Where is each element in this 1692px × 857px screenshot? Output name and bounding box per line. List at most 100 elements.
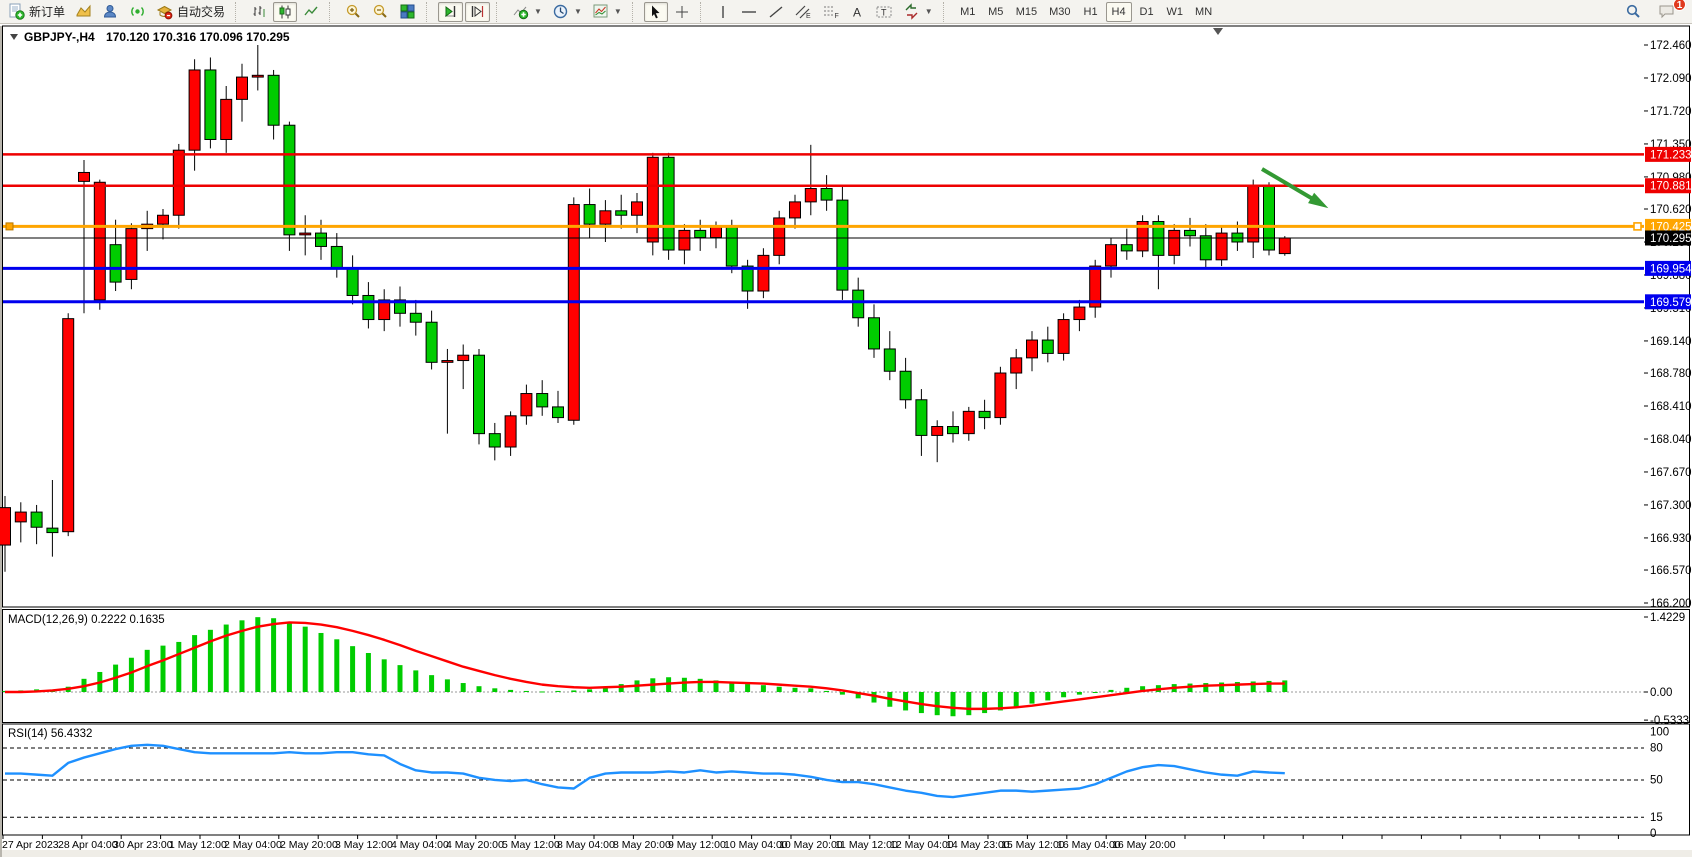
indicators-button[interactable]: ▼	[508, 2, 546, 22]
arrows-tool-button[interactable]: ▼	[899, 2, 937, 22]
timeframe-w1[interactable]: W1	[1166, 5, 1184, 18]
new-chart-button[interactable]	[71, 2, 96, 22]
trendline-tool-button[interactable]	[764, 2, 788, 22]
macd-signal-line	[5, 621, 1285, 711]
chart-canvas[interactable]: 172.460 172.090 171.720 171.350 170.980 170.6…	[0, 24, 1692, 857]
timeframe-m30[interactable]: M30	[1049, 5, 1071, 18]
horizontal-line-icon	[741, 10, 756, 13]
auto-trading-label: 自动交易	[177, 5, 226, 19]
zoom-in-button[interactable]	[341, 2, 366, 22]
templates-dropdown-caret[interactable]: ▼	[613, 7, 622, 16]
svg-text:4 May 04:00: 4 May 04:00	[391, 839, 449, 851]
svg-text:167.670: 167.670	[1650, 467, 1692, 479]
fibonacci-icon: F	[823, 6, 839, 20]
svg-text:2 May 04:00: 2 May 04:00	[224, 839, 282, 851]
signals-icon	[131, 7, 144, 16]
equidistant-channel-icon: E	[795, 5, 811, 20]
toolbar: 新订单	[0, 0, 1692, 24]
toolbar-separator	[426, 1, 433, 22]
svg-text:80: 80	[1650, 742, 1663, 754]
toolbar-separator	[631, 1, 639, 22]
text-label-tool-button[interactable]: T	[871, 2, 897, 22]
svg-text:166.930: 166.930	[1650, 533, 1692, 545]
timeframe-m5[interactable]: M5	[988, 5, 1004, 18]
svg-text:16 May 20:00: 16 May 20:00	[1112, 839, 1176, 851]
svg-text:170.881: 170.881	[1650, 181, 1692, 193]
svg-text:2 May 20:00: 2 May 20:00	[280, 839, 338, 851]
new-order-label: 新订单	[29, 5, 66, 19]
zoom-out-button[interactable]	[368, 2, 393, 22]
fibonacci-tool-button[interactable]: F	[818, 2, 844, 22]
auto-trading-icon	[156, 5, 173, 20]
symbol-dropdown-icon[interactable]	[10, 34, 18, 40]
search-button[interactable]	[1621, 2, 1646, 22]
timeframe-h1[interactable]: H1	[1083, 5, 1098, 18]
chart-shift-button[interactable]	[465, 1, 491, 22]
macd-histogram	[2, 617, 1288, 717]
signals-button[interactable]	[125, 2, 150, 22]
trendline-icon	[769, 5, 783, 18]
vertical-line-tool-button[interactable]	[712, 2, 734, 22]
toolbar-separator	[699, 1, 707, 22]
svg-text:166.570: 166.570	[1650, 565, 1692, 577]
candlestick-icon	[279, 5, 291, 18]
templates-button[interactable]: ▼	[588, 2, 626, 22]
svg-text:1 May 12:00: 1 May 12:00	[169, 839, 227, 851]
periods-button[interactable]: ▼	[548, 2, 586, 22]
hline-170.425[interactable]	[3, 222, 1644, 231]
timeframe-m1[interactable]: M1	[960, 5, 976, 18]
arrow-annotation[interactable]	[1260, 167, 1329, 209]
svg-text:170.425: 170.425	[1650, 221, 1692, 233]
auto-trading-button[interactable]: 自动交易	[152, 2, 229, 22]
chart-svg: 172.460172.090171.720171.350170.980170.6…	[0, 25, 1692, 857]
channel-tool-button[interactable]: E	[790, 2, 816, 22]
crosshair-icon	[675, 5, 688, 18]
svg-text:1.4229: 1.4229	[1650, 612, 1685, 624]
text-tool-button[interactable]: A	[846, 2, 869, 22]
timeframe-h4[interactable]: H4	[1105, 1, 1132, 22]
tile-windows-button[interactable]	[395, 2, 420, 22]
timeframe-m15[interactable]: M15	[1015, 5, 1038, 18]
timeframe-d1[interactable]: D1	[1139, 5, 1154, 18]
notifications-button[interactable]: 1	[1654, 0, 1686, 22]
svg-text:169.140: 169.140	[1650, 336, 1692, 348]
candlestick-mode-button[interactable]	[273, 1, 298, 22]
svg-text:168.410: 168.410	[1650, 401, 1692, 413]
svg-text:28 Apr 04:00: 28 Apr 04:00	[58, 839, 118, 851]
cursor-tool-button[interactable]	[643, 1, 668, 22]
macd-indicator-label: MACD(12,26,9) 0.2222 0.1635	[8, 614, 165, 626]
indicators-dropdown-caret[interactable]: ▼	[534, 7, 542, 16]
svg-text:166.200: 166.200	[1650, 598, 1692, 610]
auto-scroll-button[interactable]	[438, 1, 464, 22]
new-chart-icon	[76, 4, 91, 17]
toolbar-separator	[235, 1, 242, 22]
templates-icon	[593, 4, 608, 18]
vertical-line-icon	[722, 5, 724, 18]
cursor-arrow-icon	[651, 5, 660, 18]
timeframe-group: M1 M5 M15 M30 H1 H4 D1 W1 MN	[955, 1, 1217, 22]
svg-text:170.295: 170.295	[1650, 233, 1692, 245]
svg-text:168.040: 168.040	[1650, 434, 1692, 446]
svg-text:30 Apr 23:00: 30 Apr 23:00	[113, 839, 173, 851]
timeframe-mn[interactable]: MN	[1195, 5, 1213, 18]
svg-text:171.720: 171.720	[1650, 106, 1692, 118]
line-chart-mode-button[interactable]	[299, 2, 323, 22]
svg-text:12 May 04:00: 12 May 04:00	[890, 839, 954, 851]
text-tool-icon: A	[853, 5, 861, 19]
svg-text:3 May 12:00: 3 May 12:00	[335, 839, 393, 851]
horizontal-line-tool-button[interactable]	[736, 2, 762, 22]
rsi-indicator-label: RSI(14) 56.4332	[8, 728, 92, 740]
svg-text:50: 50	[1650, 774, 1663, 786]
bar-chart-mode-button[interactable]	[247, 2, 271, 22]
svg-text:11 May 12:00: 11 May 12:00	[835, 839, 898, 851]
arrows-dropdown-caret[interactable]: ▼	[924, 7, 933, 16]
new-order-button[interactable]: 新订单	[4, 2, 69, 22]
rsi-line	[5, 743, 1285, 799]
chart-shift-marker-icon[interactable]	[1213, 28, 1223, 35]
new-order-icon	[9, 3, 25, 20]
periods-dropdown-caret[interactable]: ▼	[573, 7, 582, 16]
crosshair-tool-button[interactable]	[670, 2, 694, 22]
profiles-button[interactable]	[98, 2, 123, 22]
zoom-in-icon	[346, 4, 360, 18]
